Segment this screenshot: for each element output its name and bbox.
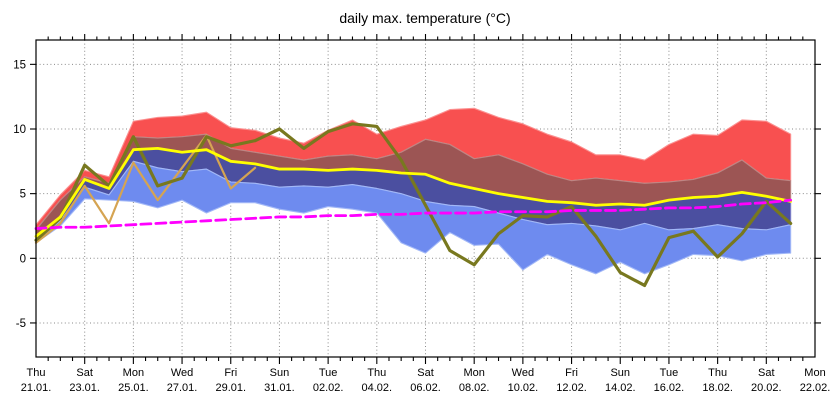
x-axis-weekday-label: Thu	[367, 367, 386, 379]
x-axis-date-label: 22.02.	[800, 382, 831, 394]
x-axis-weekday-label: Tue	[319, 367, 338, 379]
x-axis-weekday-label: Mon	[804, 367, 825, 379]
x-axis-date-label: 18.02.	[702, 382, 733, 394]
x-axis-weekday-label: Sat	[758, 367, 775, 379]
axis-labels-layer: 15 10 5 0 -5 Thu 21.01. Sat 23.01. Mon 25.01. Wed 27…	[13, 59, 830, 394]
x-axis-date-label: 23.01.	[69, 382, 100, 394]
x-axis-date-label: 02.02.	[313, 382, 344, 394]
x-axis-date-label: 10.02.	[508, 382, 539, 394]
x-axis-weekday-label: Mon	[123, 367, 144, 379]
ensemble-bands-layer	[35, 107, 792, 275]
x-axis-date-label: 14.02.	[605, 382, 636, 394]
x-axis-weekday-label: Sat	[417, 367, 434, 379]
x-axis-date-label: 25.01.	[118, 382, 149, 394]
y-axis-label: -5	[16, 318, 26, 330]
x-axis-date-label: 12.02.	[556, 382, 587, 394]
y-axis-label: 15	[13, 59, 26, 71]
y-axis-label: 0	[20, 253, 26, 265]
series-control-run	[34, 122, 793, 288]
x-axis-weekday-label: Sun	[610, 367, 630, 379]
x-axis-weekday-label: Fri	[224, 367, 237, 379]
x-axis-weekday-label: Sun	[270, 367, 290, 379]
axes-layer	[30, 34, 821, 364]
y-axis-label: 5	[20, 189, 26, 201]
x-axis-weekday-label: Sat	[76, 367, 93, 379]
x-axis-weekday-label: Tue	[660, 367, 679, 379]
x-axis-weekday-label: Mon	[463, 367, 484, 379]
x-axis-date-label: 16.02.	[654, 382, 685, 394]
x-axis-date-label: 08.02.	[459, 382, 490, 394]
series-ensemble-median	[34, 146, 793, 238]
x-axis-date-label: 31.01.	[264, 382, 295, 394]
x-axis-date-label: 29.01.	[215, 382, 246, 394]
x-axis-weekday-label: Fri	[565, 367, 578, 379]
chart-title: daily max. temperature (°C)	[339, 10, 510, 26]
y-axis-label: 10	[13, 124, 26, 136]
x-axis-date-label: 06.02.	[410, 382, 441, 394]
x-axis-date-label: 04.02.	[362, 382, 393, 394]
x-axis-weekday-label: Thu	[27, 367, 46, 379]
x-axis-weekday-label: Wed	[512, 367, 534, 379]
x-axis-weekday-label: Thu	[708, 367, 727, 379]
x-axis-date-label: 27.01.	[167, 382, 198, 394]
series-climate-mean	[34, 198, 793, 230]
x-axis-weekday-label: Wed	[171, 367, 193, 379]
series-secondary-run	[34, 134, 257, 244]
series-lines-layer	[34, 122, 793, 288]
x-axis-date-label: 21.01.	[21, 382, 52, 394]
x-axis-date-label: 20.02.	[751, 382, 782, 394]
